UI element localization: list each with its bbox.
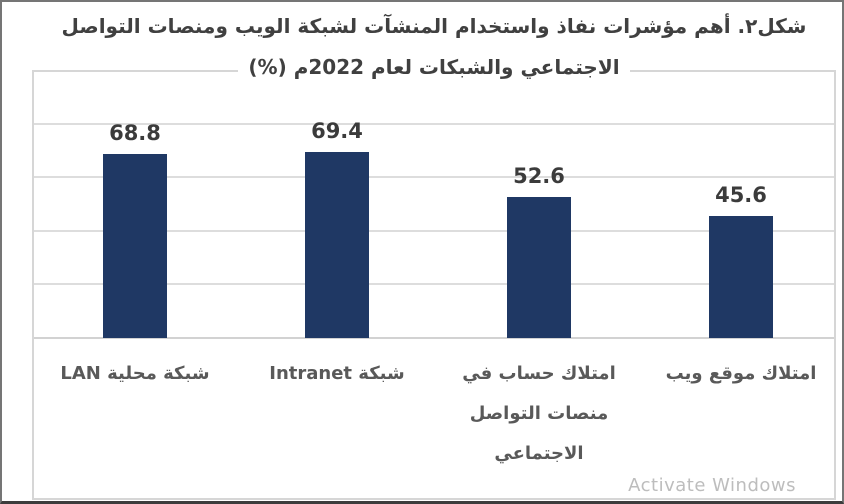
category-label: امتلاك موقع ويب — [635, 360, 842, 400]
category-label-line: امتلاك حساب في — [462, 363, 616, 384]
bar — [103, 153, 167, 338]
category-label-line: امتلاك موقع ويب — [665, 363, 817, 384]
category-label-line: الاجتماعي — [494, 443, 584, 464]
category-label-line: شبكة Intranet — [269, 363, 405, 384]
gridline — [34, 122, 834, 125]
bar — [507, 197, 571, 338]
bar-value-label: 52.6 — [513, 164, 565, 189]
chart-title-line-1: شكل٢. أهم مؤشرات نفاذ واستخدام المنشآت ل… — [61, 14, 807, 38]
gridline — [34, 176, 834, 179]
category-label: شبكة Intranet — [231, 360, 443, 400]
category-label-line: شبكة محلية LAN — [60, 363, 210, 384]
bar — [709, 215, 773, 338]
category-label-line: منصات التواصل — [469, 403, 609, 424]
activate-windows-watermark: Activate Windows — [628, 475, 796, 496]
bar-value-label: 69.4 — [311, 119, 363, 143]
gridline — [34, 283, 834, 286]
x-axis-line — [34, 337, 834, 339]
chart-title-line-2: الاجتماعي والشبكات لعام 2022م (%) — [32, 55, 836, 79]
bar — [305, 152, 369, 338]
category-label: امتلاك حساب في منصات التواصل الاجتماعي — [433, 360, 645, 480]
bar-value-label: 45.6 — [715, 182, 767, 207]
category-label: شبكة محلية LAN — [29, 360, 241, 400]
bar-value-label: 68.8 — [109, 120, 161, 145]
chart-title-line-2-text: الاجتماعي والشبكات لعام 2022م (%) — [238, 55, 630, 79]
gridline — [34, 229, 834, 232]
